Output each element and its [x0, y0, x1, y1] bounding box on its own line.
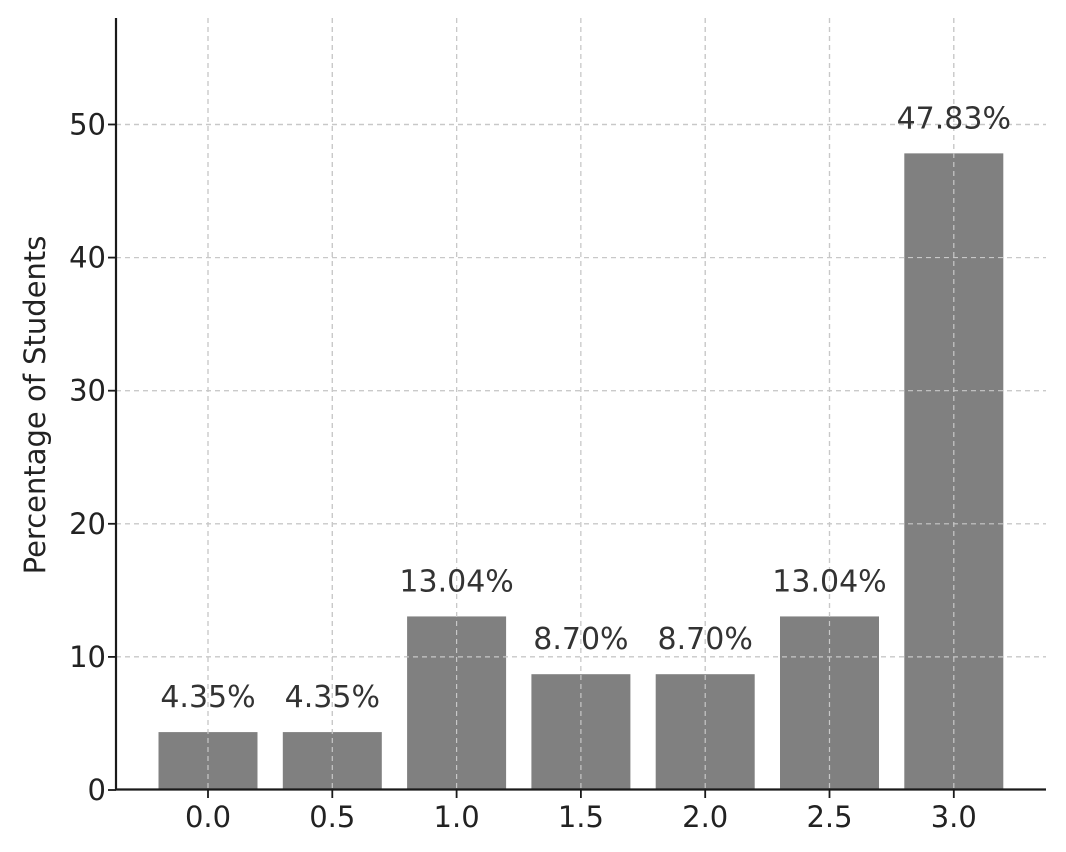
bar-value-label: 13.04% [399, 564, 513, 599]
x-tick-label: 1.0 [434, 800, 480, 834]
x-tick-label: 0.0 [185, 800, 231, 834]
x-tick-label: 1.5 [558, 800, 604, 834]
y-tick-label: 50 [69, 107, 106, 141]
y-tick-label: 40 [69, 241, 106, 275]
y-tick-label: 30 [69, 374, 106, 408]
bar-value-label: 4.35% [285, 680, 380, 715]
y-ticks: 0 10 20 30 40 50 [69, 107, 116, 807]
y-tick-label: 20 [69, 507, 106, 541]
x-tick-label: 3.0 [931, 800, 977, 834]
y-tick-label: 0 [88, 773, 106, 807]
axes [114, 18, 1046, 791]
x-ticks: 0.0 0.5 1.0 1.5 2.0 2.5 3.0 [185, 790, 977, 834]
bar-value-label: 13.04% [772, 564, 886, 599]
bars [116, 18, 1046, 790]
x-tick-label: 2.5 [806, 800, 852, 834]
bar-value-label: 47.83% [897, 101, 1011, 136]
bar-value-label: 4.35% [160, 680, 255, 715]
y-axis-title: Percentage of Students [18, 236, 52, 575]
bar-value-label: 8.70% [533, 622, 628, 657]
y-tick-label: 10 [69, 640, 106, 674]
bar-value-label: 8.70% [658, 622, 753, 657]
x-tick-label: 0.5 [309, 800, 355, 834]
x-tick-label: 2.0 [682, 800, 728, 834]
data-labels: 4.35% 4.35% 13.04% 8.70% 8.70% 13.04% 47.83% [160, 101, 1011, 715]
